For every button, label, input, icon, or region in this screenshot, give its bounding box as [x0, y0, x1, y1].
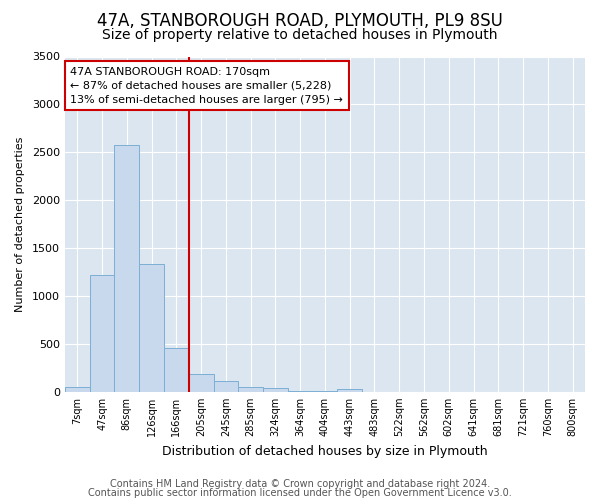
- Bar: [214, 381, 238, 392]
- Y-axis label: Number of detached properties: Number of detached properties: [15, 136, 25, 312]
- Bar: [89, 275, 115, 392]
- Bar: [115, 144, 139, 392]
- Text: Contains HM Land Registry data © Crown copyright and database right 2024.: Contains HM Land Registry data © Crown c…: [110, 479, 490, 489]
- Text: 47A, STANBOROUGH ROAD, PLYMOUTH, PL9 8SU: 47A, STANBOROUGH ROAD, PLYMOUTH, PL9 8SU: [97, 12, 503, 30]
- Bar: [65, 387, 89, 392]
- Text: Size of property relative to detached houses in Plymouth: Size of property relative to detached ho…: [102, 28, 498, 42]
- Bar: [288, 391, 313, 392]
- Bar: [139, 264, 164, 392]
- Bar: [263, 388, 288, 392]
- Bar: [337, 389, 362, 392]
- X-axis label: Distribution of detached houses by size in Plymouth: Distribution of detached houses by size …: [162, 444, 488, 458]
- Bar: [238, 386, 263, 392]
- Text: 47A STANBOROUGH ROAD: 170sqm
← 87% of detached houses are smaller (5,228)
13% of: 47A STANBOROUGH ROAD: 170sqm ← 87% of de…: [70, 66, 343, 104]
- Bar: [164, 348, 189, 392]
- Bar: [189, 374, 214, 392]
- Text: Contains public sector information licensed under the Open Government Licence v3: Contains public sector information licen…: [88, 488, 512, 498]
